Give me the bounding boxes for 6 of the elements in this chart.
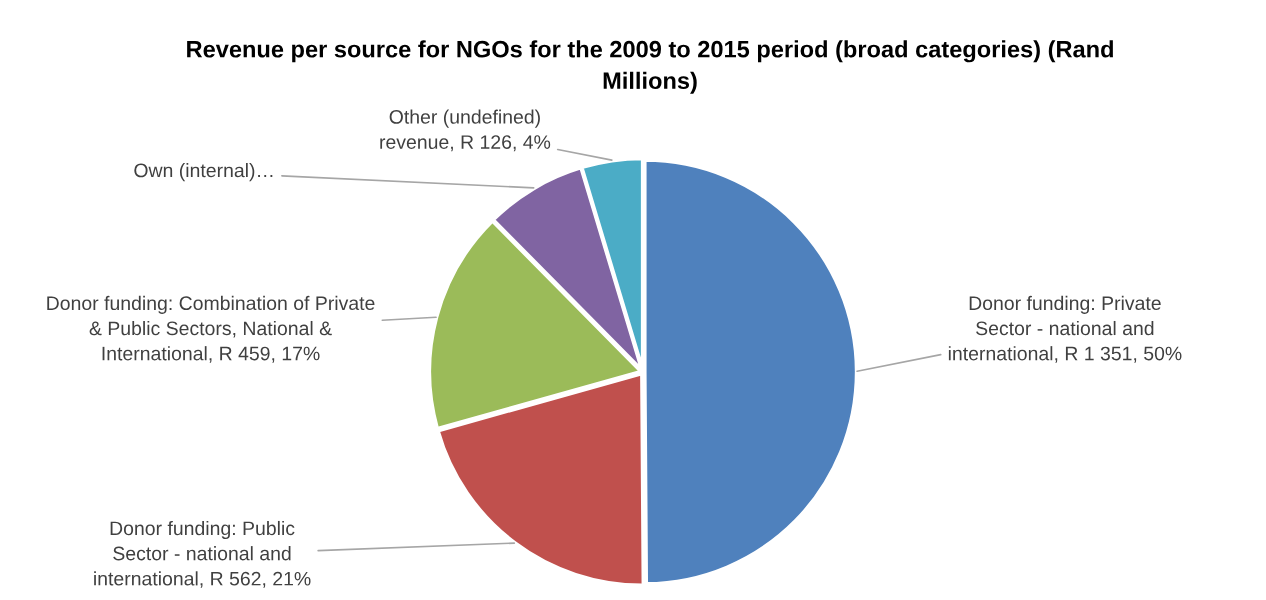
- slice-label: Donor funding: Private Sector - national and international, R 1 351, 50%: [948, 295, 1182, 363]
- slice-label: Donor funding: Public Sector - national and international, R 562, 21%: [94, 520, 311, 588]
- slice-label: Donor funding: Combination of Private & Public Sectors, National & International, R 459, 17%: [47, 295, 375, 363]
- chart-title: Revenue per source for NGOs for the 2009 to 2015 period (broad categories) (Rand Millions): [187, 40, 1113, 94]
- slice-label: Own (internal)…: [134, 163, 273, 182]
- slice-label: Other (undefined) revenue, R 126, 4%: [380, 109, 551, 152]
